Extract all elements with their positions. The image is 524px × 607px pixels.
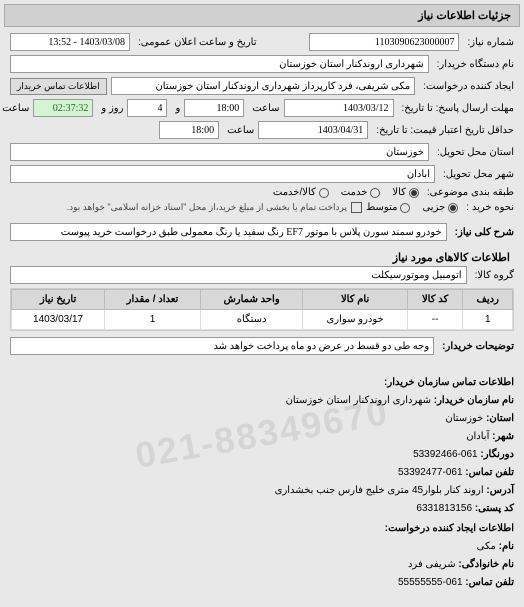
buyer-device-label: نام دستگاه خریدار: bbox=[433, 59, 514, 70]
creator-label: ایجاد کننده درخواست: bbox=[419, 81, 514, 92]
time-label-1: ساعت bbox=[248, 103, 279, 114]
city-input[interactable] bbox=[10, 165, 435, 183]
remaining-days-input[interactable] bbox=[127, 99, 167, 117]
creator-phone-label: تلفن تماس: bbox=[465, 577, 514, 588]
th-unit: واحد شمارش bbox=[200, 290, 303, 310]
radio-goods-label: کالا bbox=[392, 187, 406, 198]
name-label: نام: bbox=[499, 541, 514, 552]
radio-service-circle bbox=[370, 188, 380, 198]
radio-partial-circle bbox=[448, 203, 458, 213]
buyer-notes-input[interactable] bbox=[10, 337, 434, 355]
org-name-label: نام سازمان خریدار: bbox=[434, 395, 514, 406]
number-label: شماره نیاز: bbox=[463, 37, 514, 48]
fax-label: دورنگار: bbox=[480, 449, 514, 460]
city-label: شهر محل تحویل: bbox=[439, 169, 514, 180]
td-unit: دستگاه bbox=[200, 310, 303, 330]
announce-input[interactable] bbox=[10, 33, 130, 51]
province-input[interactable] bbox=[10, 143, 429, 161]
payment-checkbox[interactable] bbox=[351, 202, 362, 213]
ct-province-label: استان: bbox=[486, 413, 514, 424]
address-value: اروند کنار بلوار45 متری خلیج فارس جنب بخ… bbox=[275, 485, 484, 496]
td-date: 1403/03/17 bbox=[12, 310, 105, 330]
td-row: 1 bbox=[463, 310, 513, 330]
general-desc-label: شرح کلی نیاز: bbox=[451, 227, 514, 238]
time-label-2: ساعت bbox=[223, 125, 254, 136]
province-label: استان محل تحویل: bbox=[433, 147, 514, 158]
goods-table-wrap: ردیف کد کالا نام کالا واحد شمارش تعداد /… bbox=[10, 288, 514, 331]
remaining-time-input[interactable] bbox=[33, 99, 93, 117]
ct-city-value: آبادان bbox=[466, 431, 489, 442]
th-qty: تعداد / مقدار bbox=[105, 290, 201, 310]
radio-goods-circle bbox=[409, 188, 419, 198]
day-label: روز و bbox=[97, 103, 123, 114]
name-value: مکی bbox=[477, 541, 496, 552]
radio-mid[interactable]: متوسط bbox=[366, 202, 410, 213]
group-label: گروه کالا: bbox=[471, 270, 514, 281]
general-desc-input[interactable] bbox=[10, 223, 447, 241]
partial-label: نحوه خرید : bbox=[462, 202, 514, 213]
th-name: نام کالا bbox=[303, 290, 407, 310]
radio-service-label: خدمت bbox=[341, 187, 368, 198]
table-header-row: ردیف کد کالا نام کالا واحد شمارش تعداد /… bbox=[12, 290, 513, 310]
org-name-value: شهرداری اروندکنار استان خوزستان bbox=[286, 395, 431, 406]
remaining-label: ساعت باقی مانده bbox=[0, 103, 29, 114]
creator-input[interactable] bbox=[111, 77, 416, 95]
buyer-notes-label: توضیحات خریدار: bbox=[438, 341, 514, 352]
validity-time-input[interactable] bbox=[159, 121, 219, 139]
lastname-label: نام خانوادگی: bbox=[458, 559, 514, 570]
th-row: ردیف bbox=[463, 290, 513, 310]
page-title: جزئیات اطلاعات نیاز bbox=[418, 10, 511, 22]
postal-value: 6331813156 bbox=[416, 503, 472, 514]
phone-value: 061-53392477 bbox=[398, 467, 463, 478]
radio-both[interactable]: کالا/خدمت bbox=[273, 187, 329, 198]
group-input[interactable] bbox=[10, 266, 467, 284]
response-date-input[interactable] bbox=[284, 99, 394, 117]
and-label: و bbox=[171, 103, 180, 114]
radio-mid-label: متوسط bbox=[366, 202, 397, 213]
lastname-value: شریفی فرد bbox=[408, 559, 456, 570]
th-date: تاریخ نیاز bbox=[12, 290, 105, 310]
validity-date-input[interactable] bbox=[258, 121, 368, 139]
creator-section-title: اطلاعات ایجاد کننده درخواست: bbox=[10, 521, 514, 537]
ct-province-value: خوزستان bbox=[445, 413, 483, 424]
td-name: خودرو سواری bbox=[303, 310, 407, 330]
radio-goods[interactable]: کالا bbox=[392, 187, 419, 198]
radio-both-circle bbox=[319, 188, 329, 198]
radio-partial-label: جزیی bbox=[422, 202, 445, 213]
partial-radio-group: جزیی متوسط bbox=[366, 202, 458, 213]
goods-table: ردیف کد کالا نام کالا واحد شمارش تعداد /… bbox=[11, 289, 513, 330]
radio-both-label: کالا/خدمت bbox=[273, 187, 316, 198]
validity-label: حداقل تاریخ اعتبار قیمت: تا تاریخ: bbox=[372, 125, 514, 136]
td-code: -- bbox=[407, 310, 463, 330]
budget-radio-group: کالا خدمت کالا/خدمت bbox=[273, 187, 419, 198]
announce-label: تاریخ و ساعت اعلان عمومی: bbox=[134, 37, 257, 48]
goods-section-title: اطلاعات کالاهای مورد نیاز bbox=[10, 245, 514, 266]
contact-section-title: اطلاعات تماس سازمان خریدار: bbox=[10, 375, 514, 391]
ct-city-label: شهر: bbox=[492, 431, 514, 442]
budget-type-label: طبقه بندی موضوعی: bbox=[423, 187, 514, 198]
response-deadline-label: مهلت ارسال پاسخ: تا تاریخ: bbox=[398, 103, 514, 114]
number-input[interactable] bbox=[309, 33, 459, 51]
buyer-device-input[interactable] bbox=[10, 55, 429, 73]
table-row[interactable]: 1 -- خودرو سواری دستگاه 1 1403/03/17 bbox=[12, 310, 513, 330]
postal-label: کد پستی: bbox=[475, 503, 514, 514]
radio-partial[interactable]: جزیی bbox=[422, 202, 458, 213]
td-qty: 1 bbox=[105, 310, 201, 330]
page-header: جزئیات اطلاعات نیاز bbox=[4, 4, 520, 27]
radio-service[interactable]: خدمت bbox=[341, 187, 381, 198]
address-label: آدرس: bbox=[486, 485, 514, 496]
phone-label: تلفن تماس: bbox=[465, 467, 514, 478]
contact-button[interactable]: اطلاعات تماس خریدار bbox=[10, 78, 107, 95]
th-code: کد کالا bbox=[407, 290, 463, 310]
partial-note: پرداخت تمام یا بخشی از مبلغ خرید،از محل … bbox=[67, 202, 347, 213]
response-time-input[interactable] bbox=[184, 99, 244, 117]
creator-phone-value: 061-55555555 bbox=[398, 577, 463, 588]
fax-value: 061-53392466 bbox=[413, 449, 478, 460]
radio-mid-circle bbox=[400, 203, 410, 213]
